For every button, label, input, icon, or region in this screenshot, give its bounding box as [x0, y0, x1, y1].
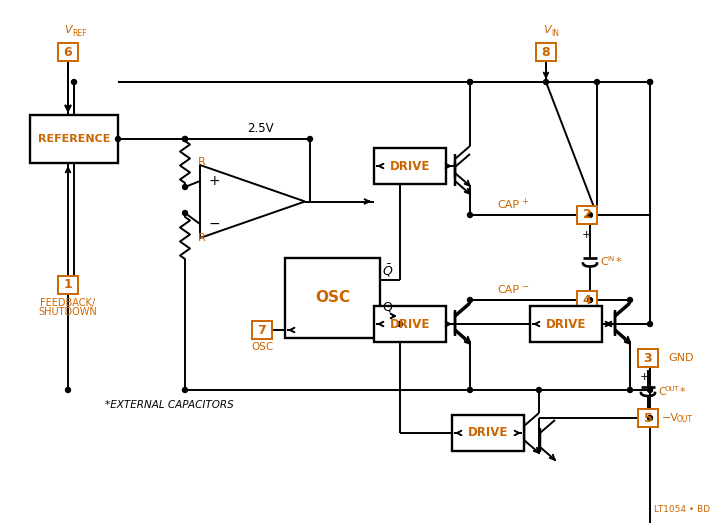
- Text: DRIVE: DRIVE: [389, 317, 430, 331]
- Text: 7: 7: [258, 324, 266, 336]
- Circle shape: [647, 388, 652, 392]
- Text: FEEDBACK/: FEEDBACK/: [41, 298, 95, 308]
- Text: OSC: OSC: [251, 342, 273, 352]
- Circle shape: [537, 388, 542, 392]
- Text: DRIVE: DRIVE: [468, 426, 508, 439]
- Text: +: +: [639, 372, 649, 382]
- Bar: [577, 291, 597, 309]
- Circle shape: [71, 79, 76, 85]
- Text: CAP: CAP: [497, 285, 519, 295]
- Bar: [285, 258, 380, 338]
- Text: −: −: [208, 217, 220, 231]
- Circle shape: [66, 388, 71, 392]
- Text: DRIVE: DRIVE: [389, 160, 430, 173]
- Circle shape: [647, 415, 652, 420]
- Bar: [58, 43, 78, 61]
- Bar: [638, 349, 658, 367]
- Text: −: −: [521, 282, 528, 291]
- Text: −V: −V: [662, 413, 679, 423]
- Circle shape: [307, 137, 312, 142]
- Circle shape: [467, 79, 472, 85]
- Bar: [374, 306, 446, 342]
- Text: IN: IN: [607, 256, 614, 262]
- Text: LT1054 • BD: LT1054 • BD: [654, 506, 710, 515]
- Circle shape: [544, 79, 548, 85]
- Text: OUT: OUT: [665, 386, 680, 392]
- Circle shape: [183, 185, 188, 189]
- Text: 1: 1: [63, 279, 72, 291]
- Text: *: *: [616, 257, 622, 267]
- Bar: [530, 306, 602, 342]
- Text: CAP: CAP: [497, 200, 519, 210]
- Text: 4: 4: [582, 293, 591, 306]
- Bar: [577, 206, 597, 224]
- Text: REF: REF: [72, 28, 87, 38]
- Text: *: *: [680, 387, 686, 397]
- Circle shape: [595, 79, 599, 85]
- Text: R: R: [198, 157, 206, 167]
- Bar: [252, 321, 272, 339]
- Bar: [536, 43, 556, 61]
- Circle shape: [397, 322, 403, 326]
- Text: OSC: OSC: [315, 290, 350, 305]
- Bar: [638, 409, 658, 427]
- Text: +: +: [521, 198, 528, 207]
- Text: 3: 3: [644, 351, 652, 365]
- Circle shape: [628, 388, 633, 392]
- Text: V: V: [543, 25, 550, 35]
- Text: $\bar{Q}$: $\bar{Q}$: [382, 263, 393, 279]
- Bar: [58, 276, 78, 294]
- Text: SHUTDOWN: SHUTDOWN: [39, 307, 98, 317]
- Text: C: C: [658, 387, 665, 397]
- Circle shape: [183, 137, 188, 142]
- Text: 5: 5: [644, 412, 652, 425]
- Circle shape: [467, 388, 472, 392]
- Text: R: R: [198, 233, 206, 243]
- Text: +: +: [582, 230, 590, 240]
- Circle shape: [587, 212, 593, 218]
- Circle shape: [467, 79, 472, 85]
- Circle shape: [183, 210, 188, 215]
- Text: 8: 8: [542, 46, 550, 59]
- Bar: [452, 415, 524, 451]
- Circle shape: [467, 298, 472, 302]
- Text: V: V: [64, 25, 71, 35]
- Text: REFERENCE: REFERENCE: [38, 134, 110, 144]
- Circle shape: [116, 137, 121, 142]
- Text: OUT: OUT: [677, 415, 693, 425]
- Text: DRIVE: DRIVE: [546, 317, 586, 331]
- Circle shape: [183, 388, 188, 392]
- Circle shape: [647, 322, 652, 326]
- Bar: [374, 148, 446, 184]
- Text: 2: 2: [582, 209, 591, 222]
- Text: 2.5V: 2.5V: [247, 122, 274, 135]
- Circle shape: [183, 137, 188, 142]
- Text: +: +: [208, 174, 220, 188]
- Circle shape: [647, 79, 652, 85]
- Text: C: C: [600, 257, 608, 267]
- Circle shape: [647, 79, 652, 85]
- Circle shape: [587, 298, 593, 302]
- Text: 6: 6: [63, 46, 72, 59]
- Bar: [30, 115, 118, 163]
- Circle shape: [467, 212, 472, 218]
- Text: GND: GND: [668, 353, 694, 363]
- Text: *EXTERNAL CAPACITORS: *EXTERNAL CAPACITORS: [105, 400, 234, 410]
- Text: IN: IN: [551, 28, 559, 38]
- Circle shape: [628, 298, 633, 302]
- Text: Q: Q: [382, 301, 392, 313]
